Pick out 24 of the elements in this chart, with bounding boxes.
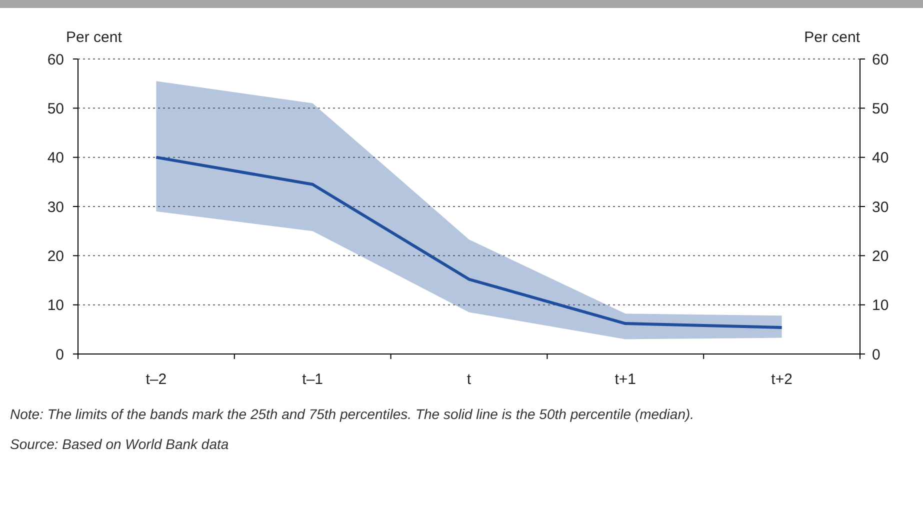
x-tick-label: t–1: [302, 371, 324, 388]
y2-tick-label: 20: [872, 248, 889, 265]
y-tick-label: 50: [47, 100, 64, 118]
y2-tick-label: 50: [872, 100, 889, 118]
y-tick-label: 30: [47, 198, 64, 216]
x-tick-label: t: [466, 371, 472, 388]
y2-tick-label: 60: [872, 51, 889, 68]
y2-axis-title: Per cent: [804, 29, 861, 46]
y-tick-label: 40: [47, 150, 64, 167]
y2-tick-label: 30: [872, 198, 889, 216]
x-tick-label: t–2: [146, 371, 167, 388]
source-note: Source: Based on World Bank data: [10, 436, 229, 452]
y-tick-label: 10: [47, 297, 64, 314]
line-series: [154, 156, 784, 329]
x-tick-label: t+2: [771, 371, 792, 388]
y-tick-label: 60: [47, 51, 64, 68]
y-tick-label: 20: [47, 248, 64, 265]
y-axis-title: Per cent: [66, 29, 123, 46]
y2-tick-label: 40: [872, 150, 889, 167]
text: Note: The limits of the bands mark the 25th and 75th percentiles. The solid line is the 50th percentile (median).: [10, 406, 694, 422]
y2-tick-label: 0: [872, 346, 880, 364]
x-tick-label: t+1: [614, 371, 636, 388]
y2-tick-label: 10: [872, 297, 889, 314]
y-tick-label: 0: [56, 346, 64, 364]
